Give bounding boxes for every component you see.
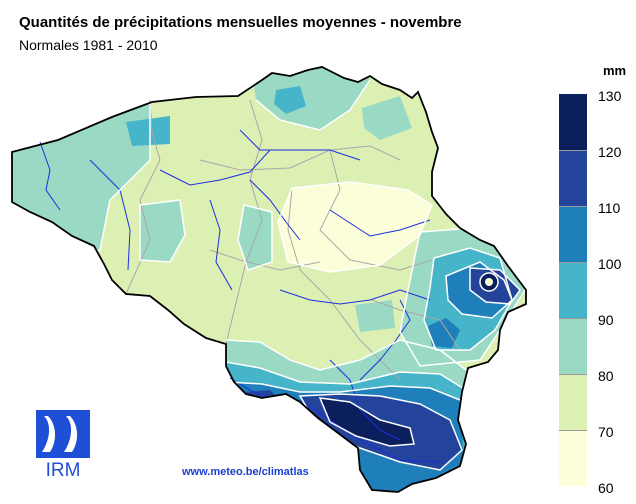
legend-tick-label: 80: [598, 368, 614, 384]
legend-tick-label: 120: [598, 144, 622, 160]
legend-swatch: [559, 206, 587, 262]
map-subtitle: Normales 1981 - 2010: [19, 37, 158, 53]
legend-swatch: [559, 374, 587, 430]
legend-tick-label: 130: [598, 88, 622, 104]
legend-swatch: [559, 150, 587, 206]
legend-swatch: [559, 430, 587, 486]
map-title: Quantités de précipitations mensuelles m…: [19, 14, 462, 31]
legend-swatch: [559, 318, 587, 374]
legend-swatch: [559, 262, 587, 318]
legend-tick-label: 110: [598, 200, 621, 216]
legend-tick-label: 90: [598, 312, 614, 328]
irm-logo: IRM: [36, 410, 90, 480]
legend-tick-label: 70: [598, 424, 614, 440]
climatlas-link[interactable]: www.meteo.be/climatlas: [182, 466, 309, 478]
color-legend: [559, 94, 587, 486]
legend-unit: mm: [603, 63, 627, 78]
irm-logo-text: IRM: [46, 460, 81, 480]
belgium-border: [11, 66, 527, 493]
belgium-precipitation-map: [11, 66, 527, 493]
legend-tick-label: 60: [598, 480, 614, 496]
legend-tick-label: 100: [598, 256, 622, 272]
legend-swatch: [559, 94, 587, 150]
